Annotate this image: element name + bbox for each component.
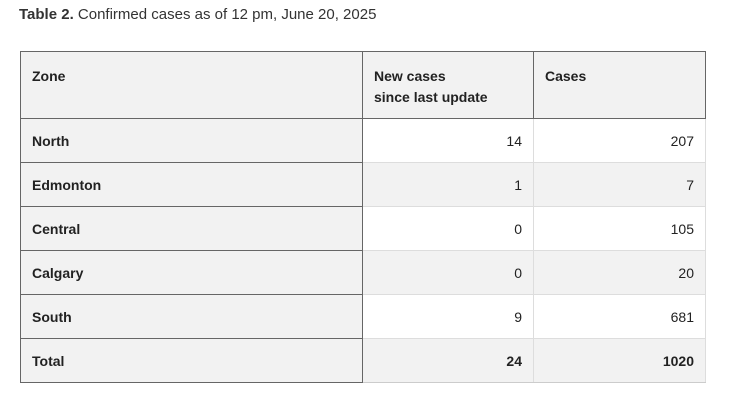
header-zone: Zone	[20, 51, 363, 119]
cases-cell: 20	[533, 250, 706, 295]
new-cases-cell: 0	[362, 206, 534, 251]
new-cases-cell: 14	[362, 118, 534, 163]
total-cases: 1020	[533, 338, 706, 383]
header-row: Zone New cases since last update Cases	[20, 51, 706, 119]
total-row: Total 24 1020	[20, 338, 706, 383]
table-row: Central 0 105	[20, 206, 706, 251]
caption-label: Table 2.	[19, 6, 74, 23]
new-cases-cell: 0	[362, 250, 534, 295]
zone-cell: North	[20, 118, 363, 163]
table-caption: Table 2. Confirmed cases as of 12 pm, Ju…	[19, 5, 376, 25]
table-row: South 9 681	[20, 294, 706, 339]
header-new-cases-line2: since last update	[374, 89, 488, 105]
header-new-cases: New cases since last update	[362, 51, 534, 119]
confirmed-cases-table: Zone New cases since last update Cases No…	[20, 51, 706, 383]
header-new-cases-line1: New cases	[374, 68, 446, 84]
cases-cell: 105	[533, 206, 706, 251]
total-new-cases: 24	[362, 338, 534, 383]
new-cases-cell: 1	[362, 162, 534, 207]
zone-cell: Calgary	[20, 250, 363, 295]
zone-cell: South	[20, 294, 363, 339]
new-cases-cell: 9	[362, 294, 534, 339]
table-row: Calgary 0 20	[20, 250, 706, 295]
zone-cell: Edmonton	[20, 162, 363, 207]
header-cases: Cases	[533, 51, 706, 119]
caption-text: Confirmed cases as of 12 pm, June 20, 20…	[73, 6, 377, 23]
table-row: North 14 207	[20, 118, 706, 163]
cases-cell: 7	[533, 162, 706, 207]
total-label: Total	[20, 338, 363, 383]
cases-cell: 681	[533, 294, 706, 339]
zone-cell: Central	[20, 206, 363, 251]
cases-cell: 207	[533, 118, 706, 163]
table-row: Edmonton 1 7	[20, 162, 706, 207]
